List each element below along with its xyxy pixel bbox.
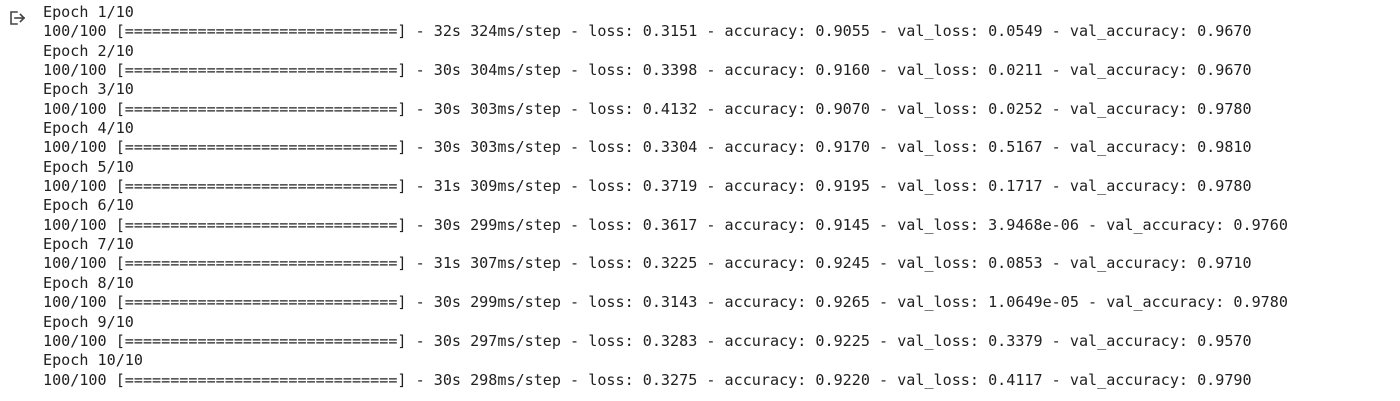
epoch-header: Epoch 5/10	[43, 157, 134, 176]
epoch-header: Epoch 8/10	[43, 273, 134, 292]
epoch-header: Epoch 4/10	[43, 119, 134, 138]
epoch-progress-line: 100/100 [==============================]…	[43, 22, 1252, 41]
epoch-progress-line: 100/100 [==============================]…	[43, 99, 1252, 118]
epoch-progress-line: 100/100 [==============================]…	[43, 331, 1252, 350]
epoch-header: Epoch 2/10	[43, 41, 134, 60]
epoch-progress-line: 100/100 [==============================]…	[43, 370, 1252, 389]
epoch-header: Epoch 9/10	[43, 312, 134, 331]
epoch-header: Epoch 6/10	[43, 196, 134, 215]
epoch-progress-line: 100/100 [==============================]…	[43, 254, 1252, 273]
epoch-progress-line: 100/100 [==============================]…	[43, 61, 1252, 80]
epoch-progress-line: 100/100 [==============================]…	[43, 293, 1288, 312]
epoch-header: Epoch 3/10	[43, 80, 134, 99]
epoch-header: Epoch 7/10	[43, 235, 134, 254]
epoch-progress-line: 100/100 [==============================]…	[43, 215, 1288, 234]
epoch-header: Epoch 1/10	[43, 3, 134, 21]
training-log: Epoch 1/10 100/100 [=====================…	[43, 3, 1288, 390]
output-redirect-icon[interactable]	[8, 9, 26, 27]
epoch-progress-line: 100/100 [==============================]…	[43, 138, 1252, 157]
epoch-progress-line: 100/100 [==============================]…	[43, 177, 1252, 196]
epoch-header: Epoch 10/10	[43, 351, 143, 370]
